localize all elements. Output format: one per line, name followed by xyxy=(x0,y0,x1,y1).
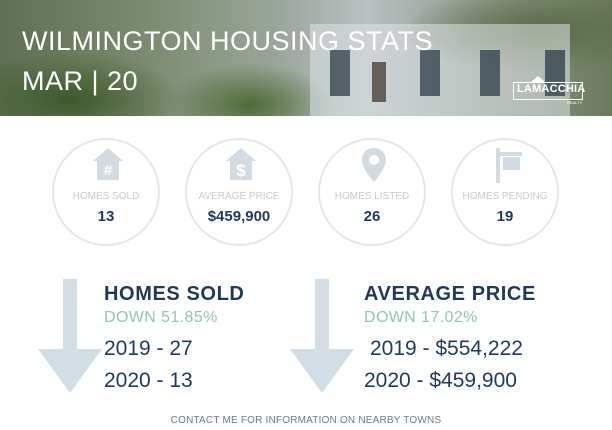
page-title: WILMINGTON HOUSING STATS xyxy=(22,26,434,56)
brand-logo: LAMACCHIA REALTY xyxy=(513,76,586,106)
logo-frame xyxy=(513,82,583,100)
comparison-title: HOMES SOLD xyxy=(104,283,245,305)
stat-homes-sold: # HOMES SOLD 13 xyxy=(52,138,160,246)
background-house xyxy=(310,24,570,116)
stat-label: AVERAGE PRICE xyxy=(198,191,280,202)
sign-post-icon xyxy=(496,148,522,183)
down-arrow-icon xyxy=(290,279,354,393)
logo-text: LAMACCHIA xyxy=(517,83,586,95)
house-dollar-icon: $ xyxy=(226,148,256,180)
stat-label: HOMES SOLD xyxy=(72,191,140,202)
stat-value: 26 xyxy=(363,208,381,225)
svg-text:#: # xyxy=(104,162,113,179)
logo-roof-icon xyxy=(531,76,545,82)
background-window xyxy=(330,50,350,96)
stat-value: 19 xyxy=(496,208,514,225)
stat-average-price: $ AVERAGE PRICE $459,900 xyxy=(185,138,293,246)
stat-value: $459,900 xyxy=(207,208,271,225)
logo-subtext: REALTY xyxy=(567,100,583,105)
down-arrow-icon xyxy=(38,279,102,393)
stat-label: HOMES LISTED xyxy=(334,191,410,202)
page-subtitle: MAR | 20 xyxy=(22,66,139,96)
background-window xyxy=(480,50,500,96)
footer-cta: CONTACT ME FOR INFORMATION ON NEARBY TOW… xyxy=(170,415,442,426)
stat-value: 13 xyxy=(97,208,115,225)
comparison-year-2019: 2019 - 27 xyxy=(104,337,193,360)
comparison-title: AVERAGE PRICE xyxy=(364,283,536,305)
stat-homes-listed: HOMES LISTED 26 xyxy=(318,138,426,246)
comparison-change: DOWN 17.02% xyxy=(364,309,478,326)
comparison-year-2020: 2020 - $459,900 xyxy=(364,369,517,392)
header-banner: WILMINGTON HOUSING STATS MAR | 20 LAMACC… xyxy=(0,0,612,116)
comparison-year-2020: 2020 - 13 xyxy=(104,369,193,392)
stat-label: HOMES PENDING xyxy=(462,191,548,202)
background-window xyxy=(545,50,565,96)
house-hash-icon: # xyxy=(93,148,123,180)
comparison-change: DOWN 51.85% xyxy=(104,309,218,326)
comparison-year-2019: 2019 - $554,222 xyxy=(370,337,523,360)
background-window xyxy=(420,50,440,96)
map-pin-icon xyxy=(362,148,386,182)
stat-homes-pending: HOMES PENDING 19 xyxy=(451,138,559,246)
svg-text:$: $ xyxy=(236,161,246,180)
background-door xyxy=(372,62,386,102)
